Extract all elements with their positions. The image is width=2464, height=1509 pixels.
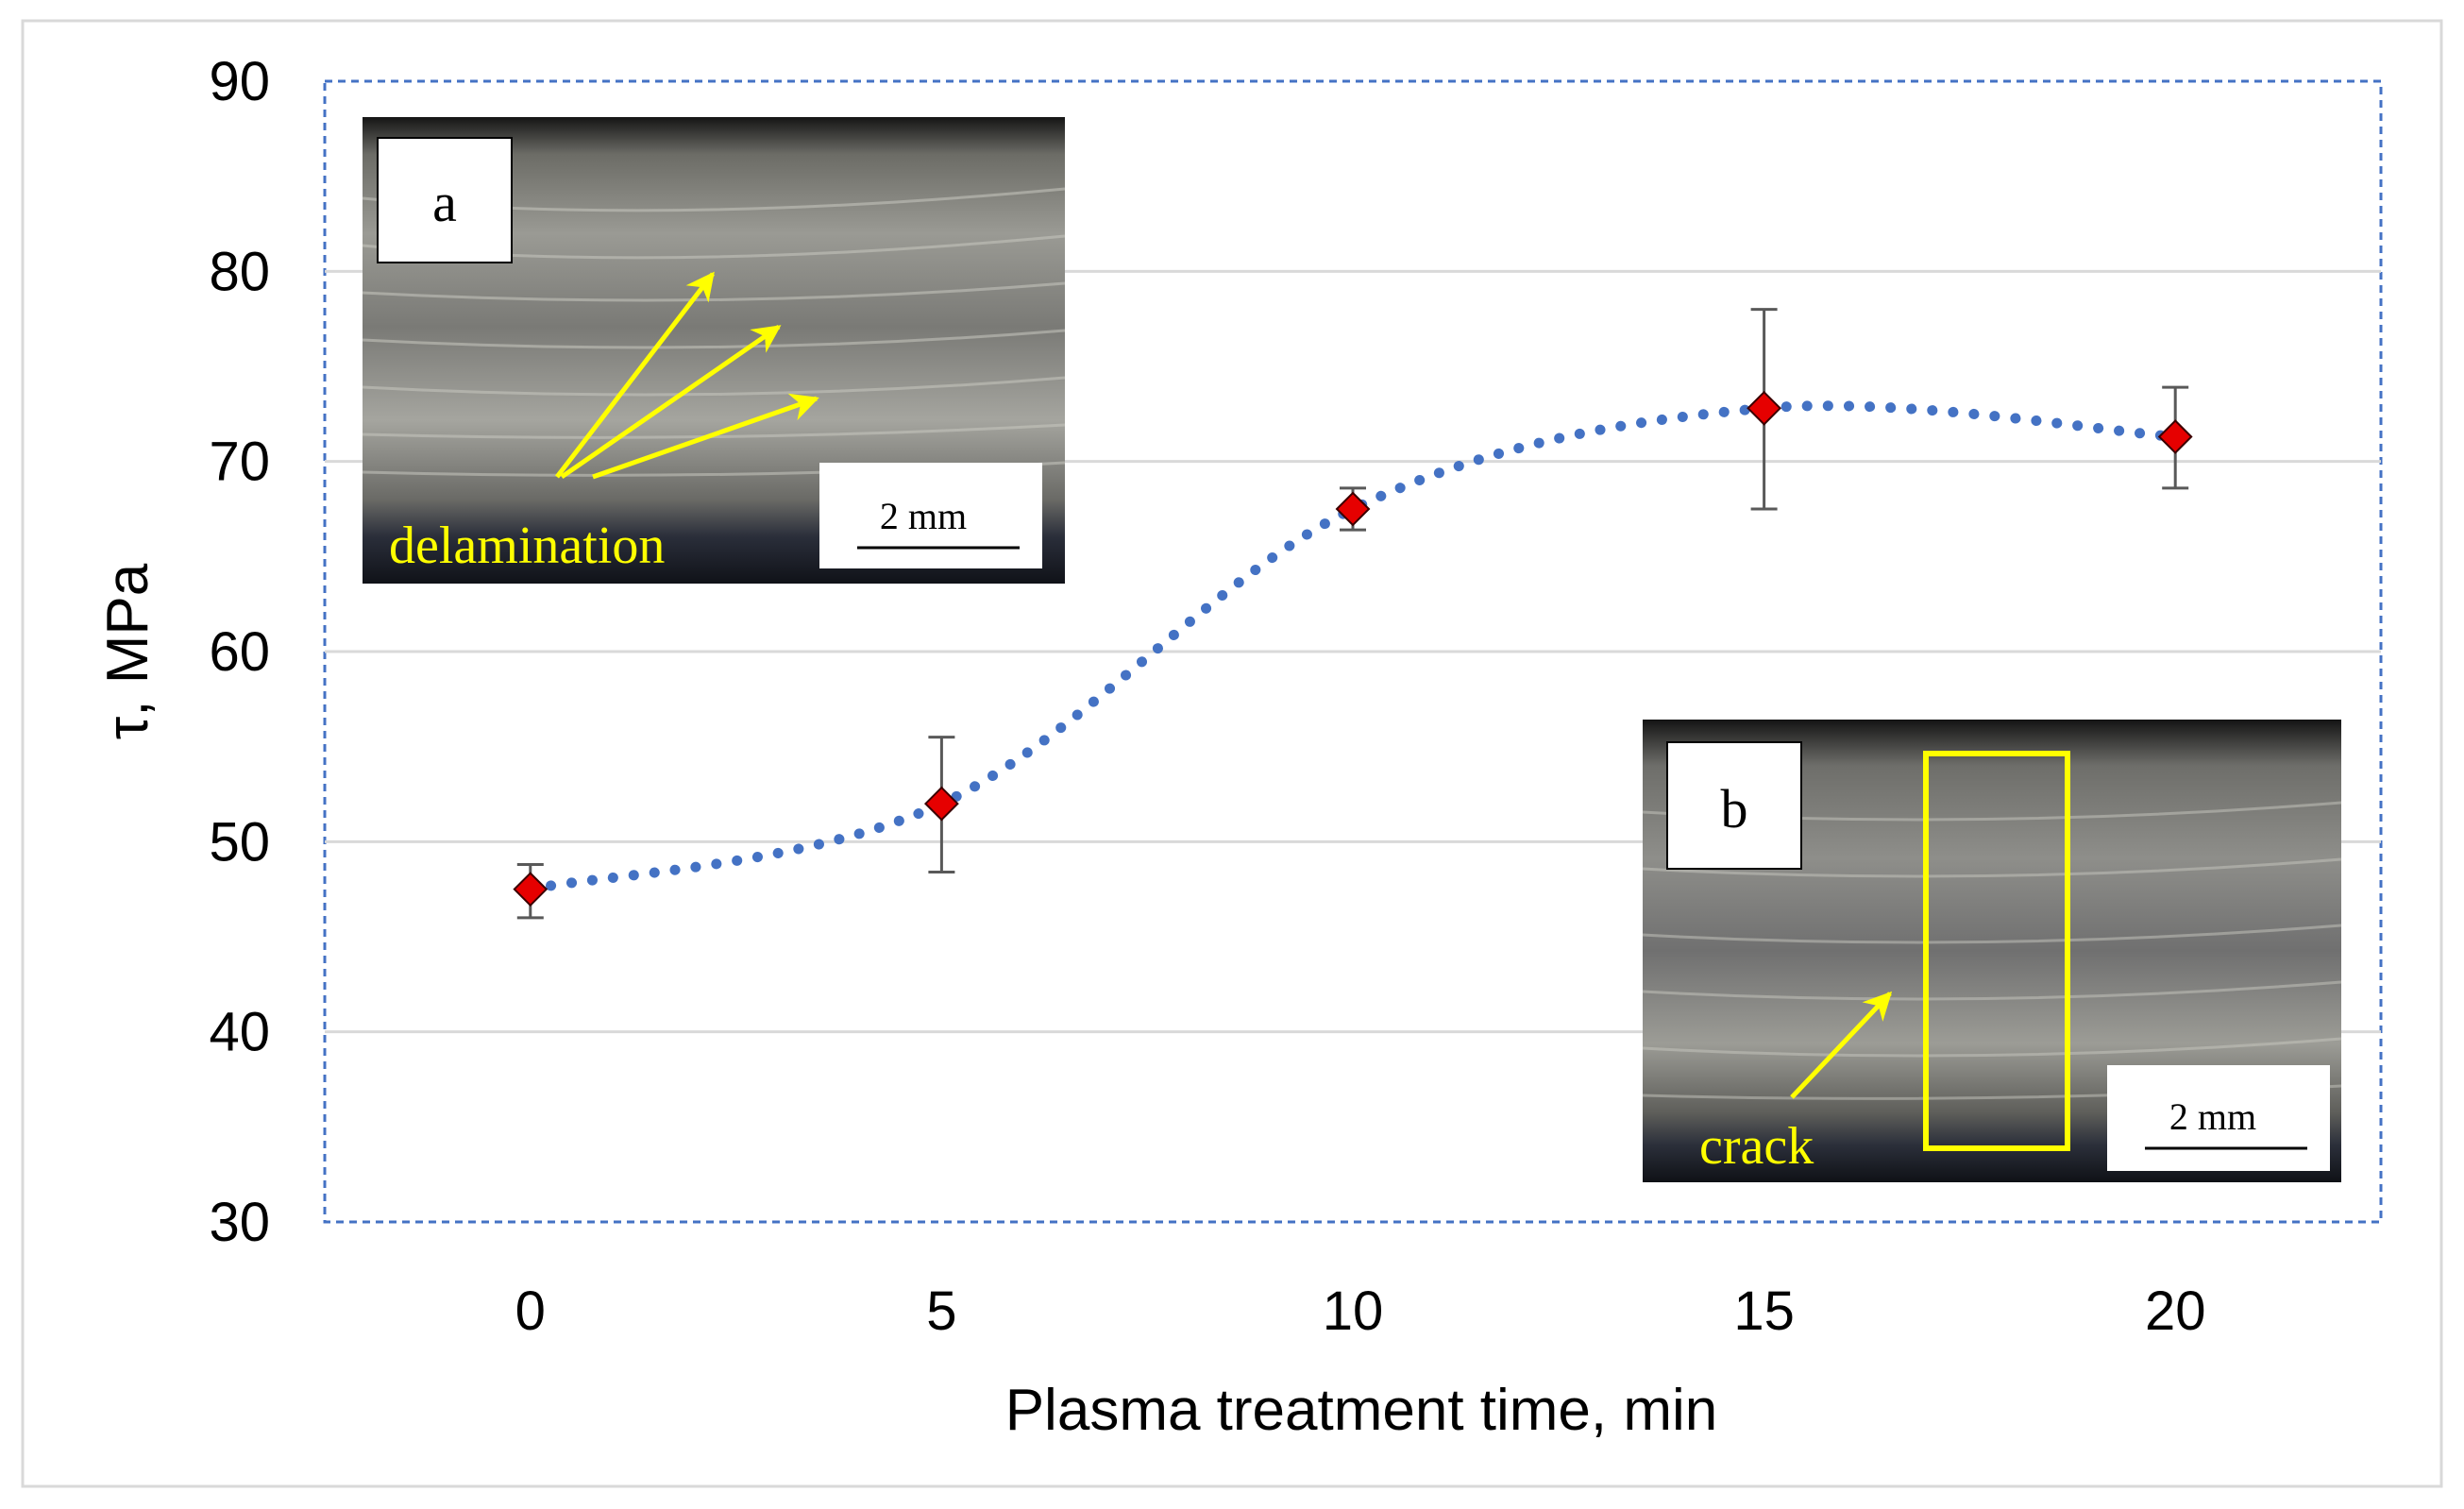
- data-point-marker: [1335, 491, 1371, 527]
- crack-annotation: crack: [1699, 1117, 1814, 1176]
- x-tick-label: 10: [1323, 1280, 1384, 1342]
- x-tick-label: 0: [515, 1280, 546, 1342]
- y-tick-label: 70: [209, 432, 270, 493]
- inset-b: b crack 2 mm: [1642, 720, 2342, 1182]
- y-axis-ticks: 30 40 50 60 70 80 90: [209, 51, 270, 1253]
- data-point-marker: [923, 786, 959, 822]
- y-tick-label: 60: [209, 621, 270, 683]
- y-tick-label: 40: [209, 1002, 270, 1063]
- x-tick-label: 15: [1733, 1280, 1795, 1342]
- y-axis-label: τ, MPa: [95, 563, 160, 739]
- crack-arrow: [1790, 991, 1893, 1099]
- y-tick-label: 90: [209, 51, 270, 112]
- y-tick-label: 50: [209, 811, 270, 873]
- inset-a-label: a: [432, 172, 457, 233]
- x-axis-label: Plasma treatment time, min: [1005, 1378, 1718, 1443]
- data-point-marker: [1747, 390, 1782, 426]
- data-markers: [513, 390, 2193, 907]
- inset-b-scale-label: 2 mm: [2169, 1095, 2256, 1138]
- x-axis-ticks: 0 5 10 15 20: [515, 1280, 2206, 1342]
- delamination-arrow: [555, 271, 715, 479]
- inset-b-label-box: [1666, 741, 1802, 870]
- inset-b-label: b: [1721, 778, 1748, 839]
- y-tick-label: 30: [209, 1192, 270, 1253]
- data-point-marker: [2157, 419, 2193, 454]
- inset-a-scale-box: [819, 463, 1042, 568]
- x-tick-label: 20: [2145, 1280, 2206, 1342]
- data-point-marker: [513, 872, 548, 907]
- inset-a-label-box: [377, 137, 513, 263]
- x-tick-label: 5: [926, 1280, 956, 1342]
- crack-highlight-box: [1923, 751, 2070, 1151]
- inset-b-scale-box: [2107, 1065, 2330, 1171]
- y-tick-label: 80: [209, 241, 270, 302]
- inset-a: a delamination 2 mm: [362, 117, 1066, 584]
- delamination-arrow: [592, 393, 819, 480]
- delamination-annotation: delamination: [389, 517, 665, 575]
- inset-a-scale-label: 2 mm: [880, 495, 967, 537]
- delamination-arrow: [560, 324, 782, 480]
